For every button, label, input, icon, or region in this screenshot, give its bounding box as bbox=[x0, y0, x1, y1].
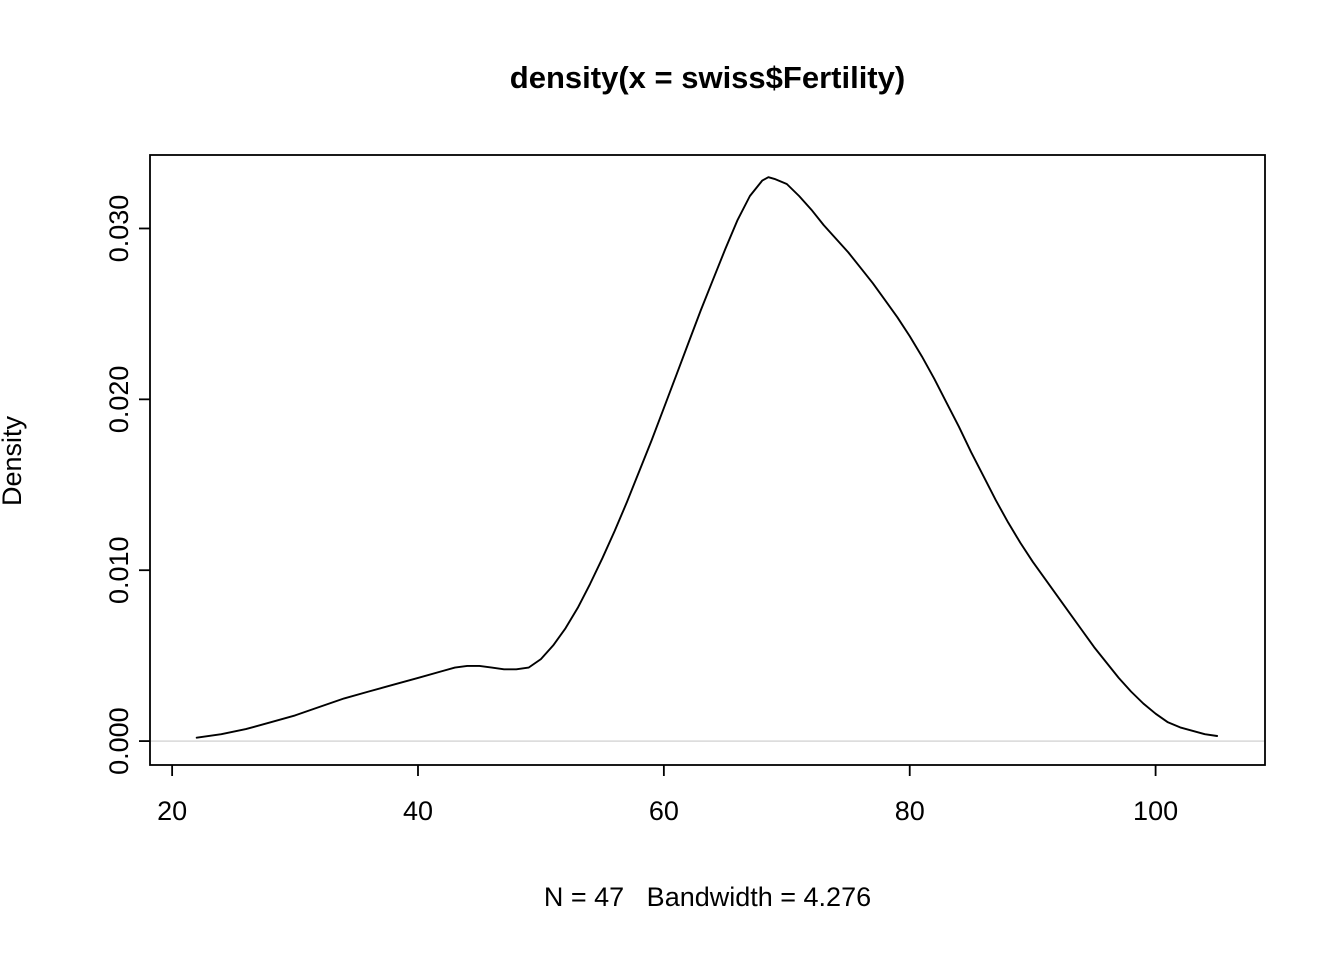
x-axis-label: N = 47 Bandwidth = 4.276 bbox=[543, 882, 872, 912]
y-tick-label: 0.000 bbox=[104, 707, 134, 775]
x-tick-label: 20 bbox=[157, 796, 187, 826]
y-tick-label: 0.010 bbox=[104, 536, 134, 604]
plot-title: density(x = swiss$Fertility) bbox=[509, 60, 906, 95]
y-tick-label: 0.030 bbox=[104, 195, 134, 263]
density-curve bbox=[195, 176, 1219, 739]
y-tick-label: 0.020 bbox=[104, 366, 134, 434]
x-tick-label: 80 bbox=[895, 796, 925, 826]
x-tick-label: 40 bbox=[403, 796, 433, 826]
x-tick-label: 60 bbox=[649, 796, 679, 826]
plot-box bbox=[149, 154, 1266, 766]
x-tick-label: 100 bbox=[1133, 796, 1178, 826]
